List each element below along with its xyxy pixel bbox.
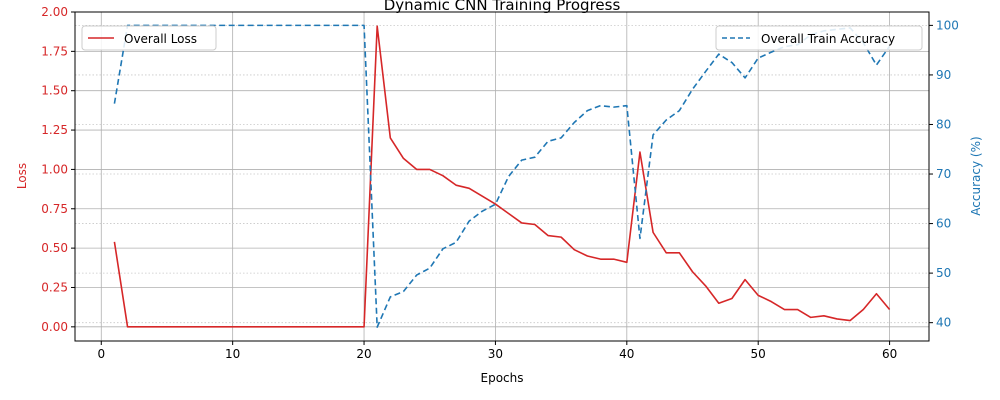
legend-loss-box xyxy=(81,25,217,51)
x-axis-label: Epochs xyxy=(481,371,524,385)
x-tick-label: 60 xyxy=(882,347,897,361)
right-axis-label: Accuracy (%) xyxy=(969,136,983,215)
x-tick-label: 30 xyxy=(488,347,503,361)
y-tick-label-right: 100 xyxy=(936,18,959,32)
chart-title: Dynamic CNN Training Progress xyxy=(384,0,621,14)
loss-series-line xyxy=(113,25,891,328)
y-tick-label-left: 0.00 xyxy=(41,320,68,334)
y-tick-label-left: 1.25 xyxy=(41,123,68,137)
y-tick-label-left: 0.25 xyxy=(41,280,68,294)
x-tick-label: 0 xyxy=(97,347,105,361)
plot-frame xyxy=(74,11,930,342)
series-layer xyxy=(113,24,891,328)
y-tick-label-right: 80 xyxy=(936,117,951,131)
y-tick-label-left: 1.00 xyxy=(41,162,68,176)
grid-layer xyxy=(75,11,929,341)
y-tick-label-left: 0.50 xyxy=(41,241,68,255)
y-tick-label-left: 0.75 xyxy=(41,202,68,216)
left-axis-label: Loss xyxy=(15,163,29,189)
legend-loss-label: Overall Loss xyxy=(124,32,197,46)
x-tick-label: 50 xyxy=(751,347,766,361)
y-tick-label-right: 40 xyxy=(936,316,951,330)
x-tick-label: 40 xyxy=(619,347,634,361)
legend-accuracy: Overall Train Accuracy xyxy=(715,25,923,51)
y-tick-label-left: 2.00 xyxy=(41,5,68,19)
y-tick-label-right: 60 xyxy=(936,217,951,231)
x-tick-label: 10 xyxy=(225,347,240,361)
accuracy-series-line xyxy=(113,24,891,328)
legend-accuracy-box xyxy=(715,25,923,51)
y-tick-label-right: 50 xyxy=(936,266,951,280)
ticks-layer: 0 10 20 30 40 50 60 0.00 0.25 0.50 0.75 1.00 1.25 1.5… xyxy=(41,5,959,361)
y-tick-label-right: 70 xyxy=(936,167,951,181)
y-tick-label-left: 1.50 xyxy=(41,84,68,98)
legend-loss: Overall Loss xyxy=(81,25,217,51)
legend-accuracy-label: Overall Train Accuracy xyxy=(761,32,895,46)
x-tick-label: 20 xyxy=(356,347,371,361)
y-tick-label-left: 1.75 xyxy=(41,44,68,58)
y-tick-label-right: 90 xyxy=(936,68,951,82)
